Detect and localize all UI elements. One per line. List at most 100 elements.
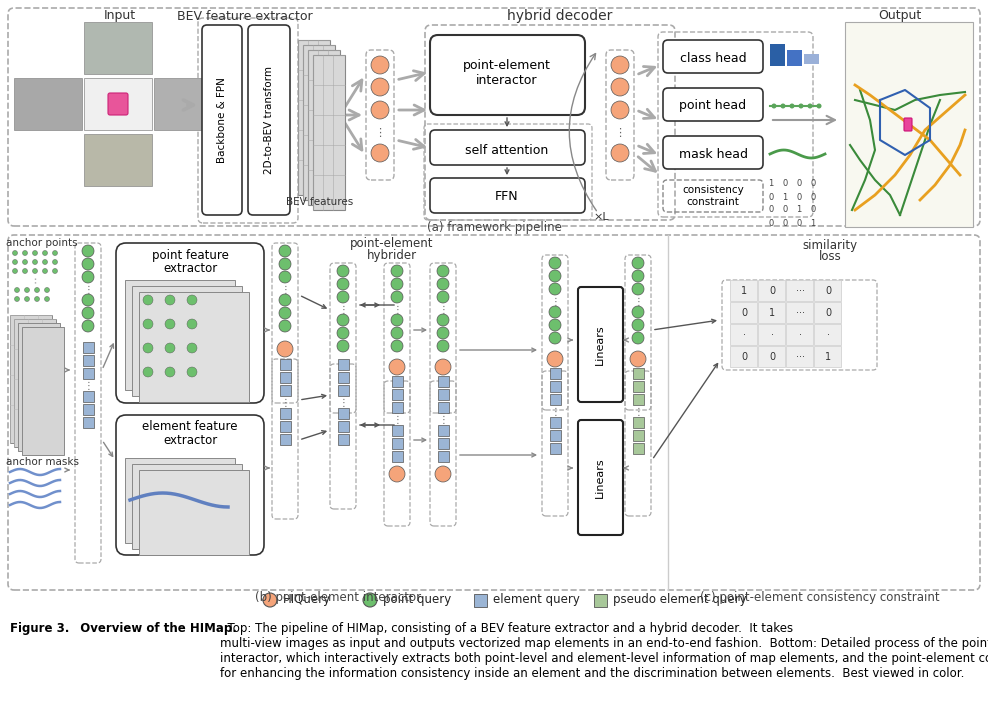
Text: 0: 0 — [796, 180, 801, 188]
Text: 0: 0 — [769, 286, 775, 296]
Circle shape — [25, 297, 30, 302]
Bar — [758, 280, 785, 301]
Bar — [338, 359, 349, 369]
Circle shape — [435, 466, 451, 482]
Circle shape — [279, 294, 291, 306]
Text: 0: 0 — [769, 219, 774, 227]
Circle shape — [611, 144, 629, 162]
Circle shape — [549, 270, 561, 282]
Circle shape — [389, 466, 405, 482]
FancyBboxPatch shape — [116, 415, 264, 555]
Text: Output: Output — [878, 9, 922, 23]
Text: 1: 1 — [825, 352, 831, 362]
Bar — [280, 408, 290, 418]
Text: point-element: point-element — [351, 236, 434, 249]
Text: hybrid decoder: hybrid decoder — [507, 9, 613, 23]
Circle shape — [632, 319, 644, 331]
Circle shape — [816, 104, 821, 109]
Bar — [14, 319, 56, 447]
Circle shape — [15, 288, 20, 293]
FancyBboxPatch shape — [663, 40, 763, 73]
Circle shape — [165, 319, 175, 329]
Text: Linears: Linears — [595, 324, 605, 366]
Text: Linears: Linears — [595, 458, 605, 498]
Text: ⋮: ⋮ — [550, 297, 560, 307]
Bar — [786, 324, 813, 345]
Text: ⋮: ⋮ — [438, 415, 448, 425]
Text: point head: point head — [680, 99, 747, 112]
Text: Top: The pipeline of HIMap, consisting of a BEV feature extractor and a hybrid d: Top: The pipeline of HIMap, consisting o… — [220, 622, 988, 680]
Bar — [730, 346, 757, 367]
Circle shape — [549, 257, 561, 269]
Circle shape — [611, 56, 629, 74]
Circle shape — [337, 291, 349, 303]
Text: 1: 1 — [741, 286, 747, 296]
Text: hybrider: hybrider — [367, 248, 417, 261]
Text: ⋮: ⋮ — [83, 285, 93, 295]
Bar — [845, 22, 973, 227]
Bar — [280, 434, 290, 444]
FancyBboxPatch shape — [116, 243, 264, 403]
Bar — [438, 451, 449, 462]
Text: BEV features: BEV features — [287, 197, 354, 207]
Circle shape — [13, 259, 18, 265]
Circle shape — [82, 320, 94, 332]
Bar — [10, 315, 52, 443]
Text: 0: 0 — [741, 308, 747, 318]
Text: 0: 0 — [810, 192, 816, 202]
FancyBboxPatch shape — [430, 130, 585, 165]
Text: (a) framework pipeline: (a) framework pipeline — [427, 222, 561, 234]
Text: 0: 0 — [825, 286, 831, 296]
Circle shape — [337, 314, 349, 326]
Circle shape — [279, 320, 291, 332]
Bar — [338, 408, 349, 418]
Bar — [438, 376, 449, 386]
Text: BEV feature extractor: BEV feature extractor — [177, 9, 313, 23]
Circle shape — [25, 288, 30, 293]
Text: 1: 1 — [782, 192, 787, 202]
Bar — [814, 324, 841, 345]
Circle shape — [279, 245, 291, 257]
Circle shape — [437, 314, 449, 326]
Bar — [786, 302, 813, 323]
Circle shape — [23, 251, 28, 256]
Bar — [758, 324, 785, 345]
Text: 0: 0 — [741, 352, 747, 362]
Circle shape — [437, 278, 449, 290]
Text: element query: element query — [493, 594, 580, 606]
FancyBboxPatch shape — [108, 93, 128, 115]
Circle shape — [437, 340, 449, 352]
Bar — [308, 50, 340, 205]
FancyBboxPatch shape — [578, 420, 623, 535]
Circle shape — [143, 343, 153, 353]
Circle shape — [371, 144, 389, 162]
Circle shape — [279, 307, 291, 319]
Bar — [303, 45, 335, 200]
Text: HIQuery: HIQuery — [283, 594, 331, 606]
Bar — [391, 376, 402, 386]
Circle shape — [391, 314, 403, 326]
Circle shape — [371, 101, 389, 119]
Bar — [804, 54, 819, 64]
Bar — [391, 425, 402, 435]
Circle shape — [549, 332, 561, 344]
Bar — [549, 381, 560, 391]
Bar — [14, 78, 82, 130]
Text: 0: 0 — [810, 205, 816, 214]
Circle shape — [23, 268, 28, 273]
Bar — [549, 368, 560, 378]
Circle shape — [337, 278, 349, 290]
Circle shape — [371, 56, 389, 74]
Circle shape — [82, 258, 94, 270]
Bar — [758, 346, 785, 367]
Bar — [730, 324, 757, 345]
Bar — [125, 458, 235, 543]
Text: (c) point-element consistency constraint: (c) point-element consistency constraint — [700, 591, 940, 604]
Circle shape — [143, 295, 153, 305]
Bar — [632, 430, 643, 440]
Text: ·: · — [798, 330, 801, 340]
Text: ×L: ×L — [593, 212, 609, 222]
Bar — [632, 368, 643, 378]
Circle shape — [263, 593, 277, 607]
Circle shape — [13, 268, 18, 273]
